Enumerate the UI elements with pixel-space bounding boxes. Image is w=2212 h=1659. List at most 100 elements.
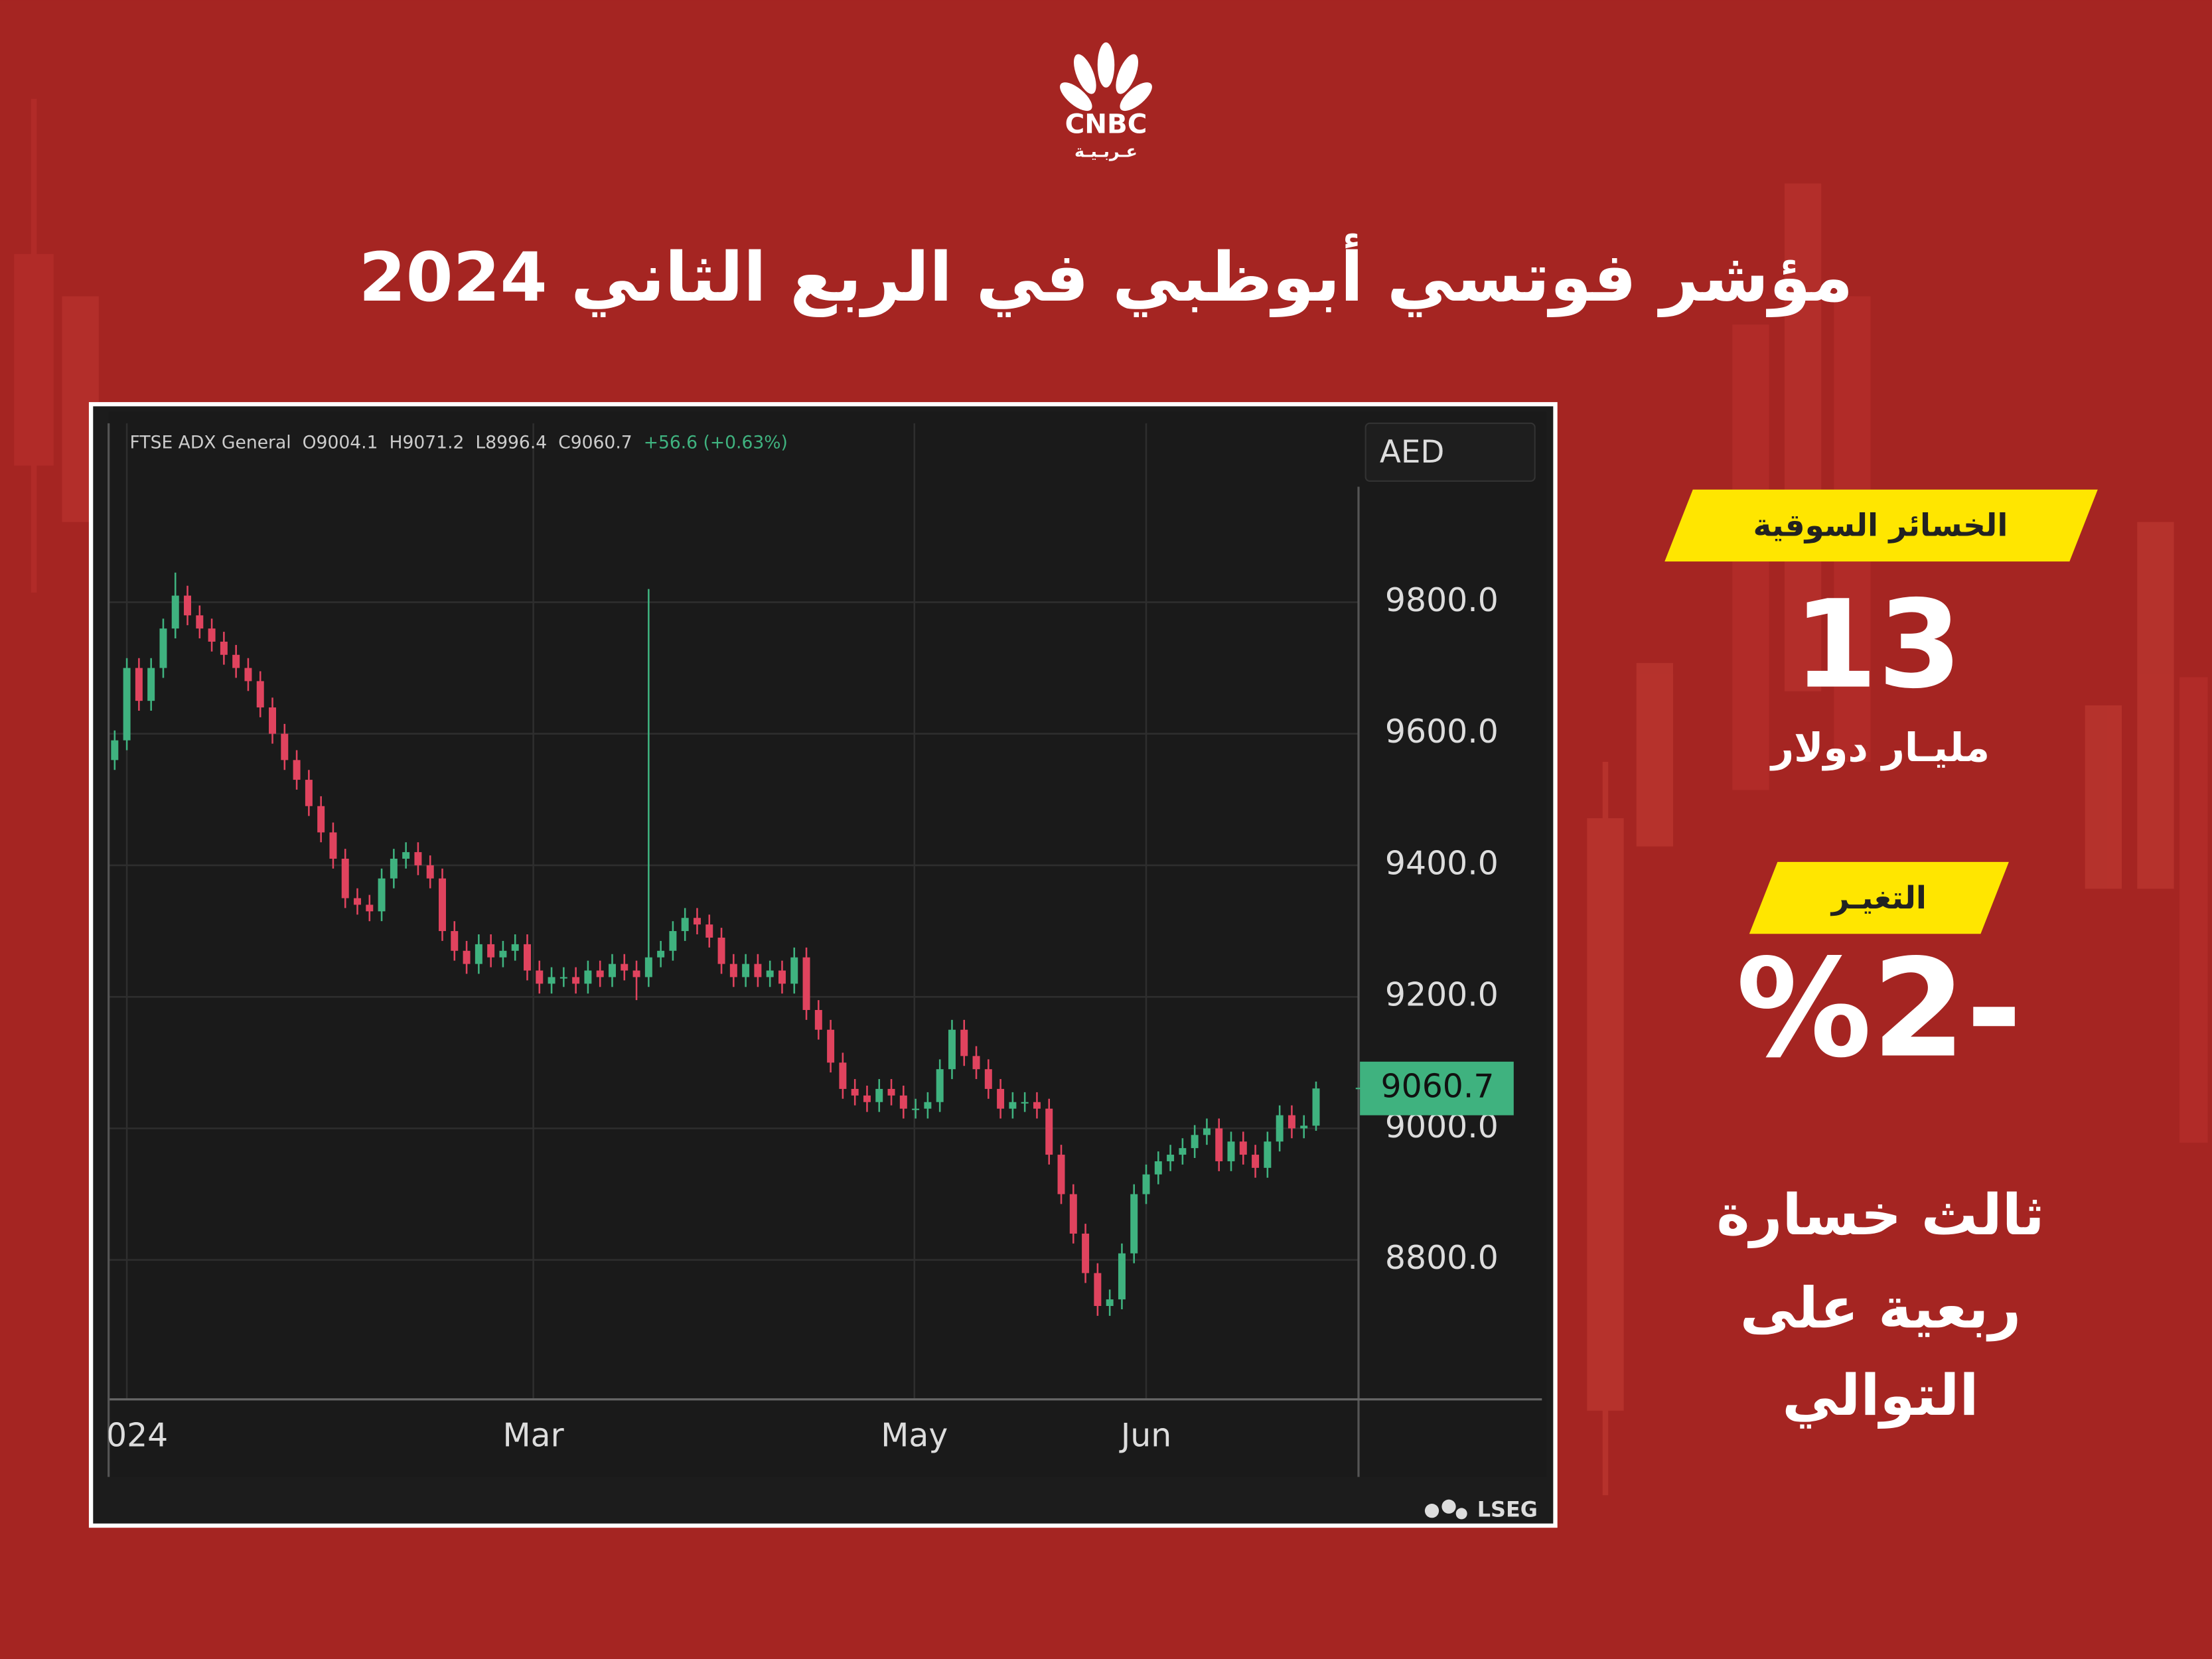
loss-label: الخسائر السوقية [1753,508,2008,544]
candle-body [317,806,325,833]
candle-body [657,950,665,958]
grid [108,423,1359,1400]
candle-body [402,852,410,859]
candle-body [960,1029,968,1056]
candle-body [632,970,640,977]
candle-body [729,964,737,977]
title: مؤشر فوتسي أبوظبي في الربع الثاني 2024 [359,233,1854,317]
candle-body [378,878,386,912]
candle-body [984,1069,992,1089]
candle-body [208,628,216,642]
change-label: التغيـر [1830,881,1927,916]
candle-body [1033,1102,1041,1109]
candle-body [887,1088,895,1096]
candle-body [111,740,119,760]
change-value: %2- [1736,930,2022,1088]
candle-body [790,957,798,984]
candle-body [329,832,337,859]
candle-body [863,1095,871,1102]
candle-body [693,918,701,925]
candle-body [1057,1155,1065,1194]
candle-body [414,852,422,865]
header-field: L8996.4 [475,432,547,453]
candle-body [232,654,240,668]
candle-body [269,707,277,734]
candle-body [1009,1102,1017,1109]
candle-body [1239,1141,1247,1155]
candle-body [256,681,264,708]
candle-body [536,970,544,984]
candle-body [814,1009,822,1030]
candle-body [1264,1141,1272,1168]
candle-body [1094,1273,1102,1307]
y-tick-label: 9600.0 [1385,713,1499,751]
candle-body [1106,1299,1114,1307]
loss-unit: مليـار دولار [1769,725,1990,771]
source-logo [1424,1499,1467,1520]
candle-body [802,957,810,1010]
candle-body [584,970,592,984]
x-tick-label: May [881,1417,948,1455]
candle-body [705,924,713,938]
logo-text: CNBC [1065,108,1147,139]
candle-body [487,944,495,958]
header-field: C9060.7 [558,432,632,453]
candle-body [1118,1253,1126,1300]
candle-body [754,964,762,977]
candle-body [1179,1148,1187,1155]
candle-body [147,668,155,701]
candle-body [669,931,677,951]
instrument-name: FTSE ADX General [130,432,291,453]
candle-body [1300,1125,1308,1129]
candle-body [948,1029,956,1070]
y-tick-label: 8800.0 [1385,1239,1499,1277]
candle-body [778,970,786,984]
candle-body [924,1102,932,1109]
candle-body [1069,1194,1077,1234]
candle-body [123,668,131,741]
plot-area [108,411,1546,1477]
currency-box [1364,422,1536,482]
candle-body [1203,1128,1211,1135]
candle-body [244,668,252,682]
candle-body [390,859,398,879]
candle-body [827,1029,835,1063]
candle-body [972,1056,980,1070]
candle-body [875,1088,883,1102]
header-field: +56.6 (+0.63%) [644,432,788,453]
candle-body [171,595,179,629]
note-line: ثالث خسارة [1716,1183,2044,1248]
candle-body [742,964,750,977]
candle-body [1227,1141,1235,1161]
candle-body [644,957,652,977]
candle-body [717,937,725,964]
candle-body [341,859,349,899]
candle-body [499,950,507,958]
candle-body [1045,1108,1053,1155]
candle-body [899,1095,907,1109]
candle-body [426,865,434,879]
candle-body [681,918,689,932]
candle-body [1082,1233,1090,1273]
candle-body [366,904,374,912]
candle-body [220,641,228,655]
candle-body [1130,1194,1138,1254]
y-tick-label: 9200.0 [1385,976,1499,1014]
candle-body [511,944,519,951]
candle-body [159,628,167,668]
candle-body [184,595,192,616]
change-badge [1749,861,2009,934]
x-labels: 2024 Mar May Jun [109,1417,1172,1455]
candle-body [1288,1115,1295,1129]
candle-body [196,615,204,629]
candle-body [621,964,628,971]
candle-body [1312,1088,1320,1126]
source: LSEG [1477,1497,1538,1522]
candle-body [766,970,774,977]
candle-body [1276,1115,1284,1142]
candle-body [1252,1155,1260,1168]
note-line: ربعية على [1740,1275,2022,1341]
candle-body [572,977,580,984]
candle-body [293,760,301,780]
